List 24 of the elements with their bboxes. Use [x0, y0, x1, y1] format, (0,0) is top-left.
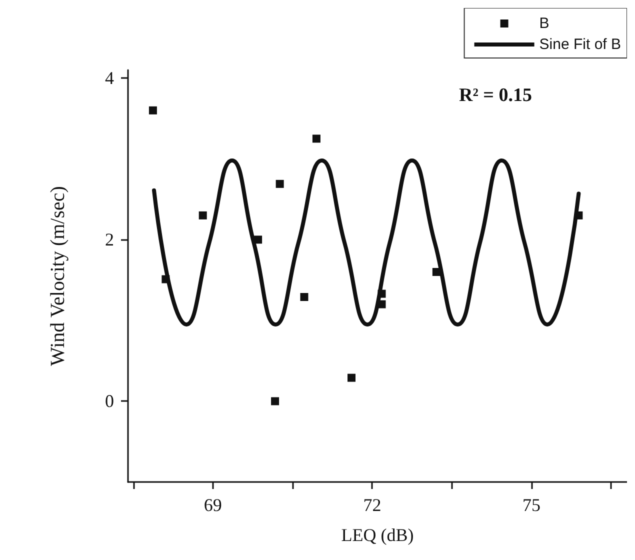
point — [347, 374, 356, 382]
annotation: R² = 0.15 — [459, 85, 532, 106]
x-tick-label: 72 — [363, 495, 382, 515]
point — [254, 236, 262, 244]
y-tick-label: 0 — [105, 391, 114, 412]
point — [300, 293, 308, 302]
legend-label: B — [539, 15, 550, 32]
x-tick-label: 69 — [204, 495, 222, 515]
y-tick-label: 2 — [105, 230, 114, 250]
point — [432, 268, 440, 276]
x-tick-label: 75 — [522, 495, 540, 515]
line-series — [152, 158, 581, 326]
y-axis-title: Wind Velocity (m/sec) — [47, 186, 69, 366]
point — [312, 134, 320, 143]
y-tick-label: 4 — [105, 68, 114, 88]
x-axis-title: LEQ (dB) — [341, 525, 414, 545]
point — [378, 290, 386, 298]
point — [162, 275, 170, 284]
point — [148, 106, 157, 114]
point — [198, 211, 207, 220]
point — [378, 300, 386, 308]
point — [276, 180, 284, 188]
point — [271, 397, 280, 406]
legend-label: Sine Fit of B — [539, 36, 621, 53]
